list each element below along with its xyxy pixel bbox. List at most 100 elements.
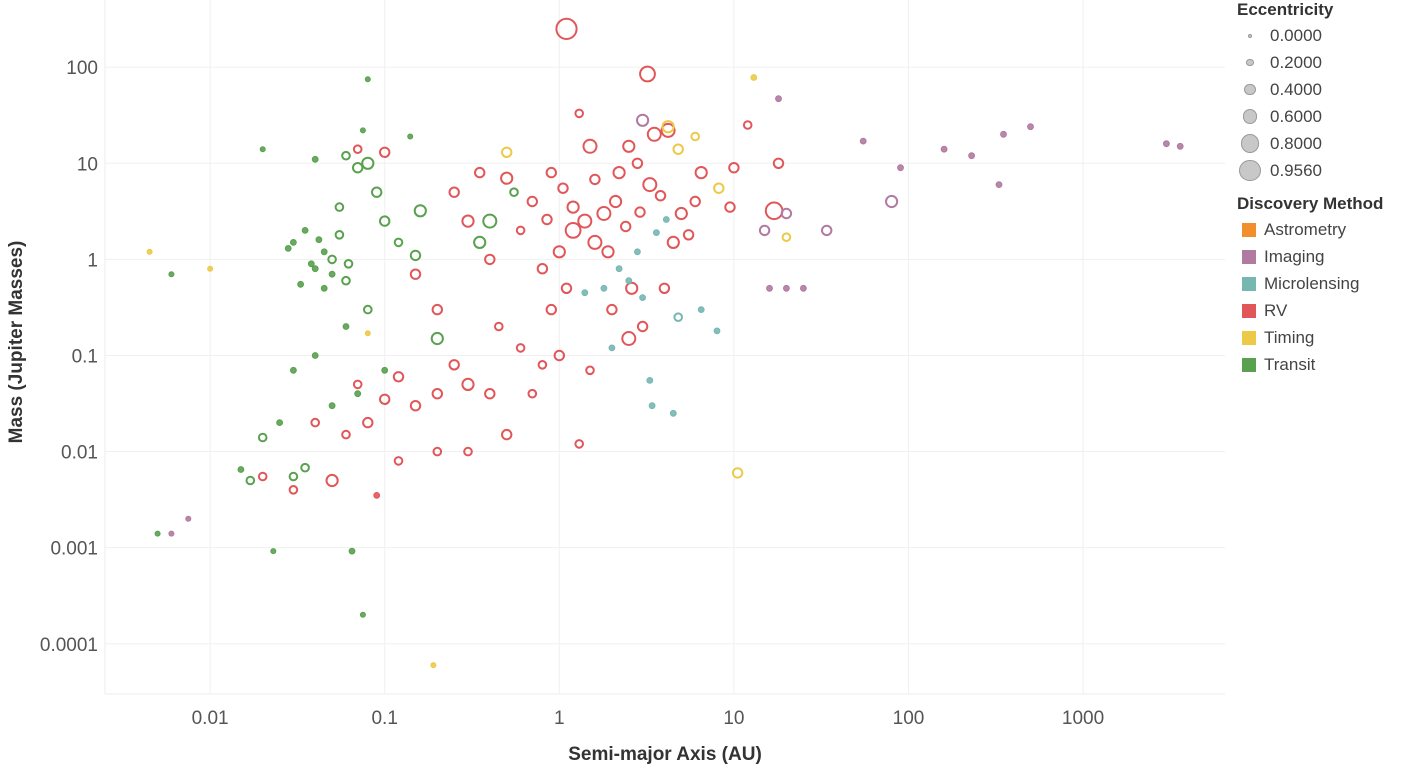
data-point <box>606 303 618 316</box>
data-point <box>620 220 632 233</box>
data-point <box>625 281 639 295</box>
data-point <box>742 120 753 130</box>
data-point <box>341 275 351 286</box>
data-point <box>245 475 256 486</box>
data-point <box>600 284 608 292</box>
data-point <box>654 190 667 202</box>
data-point <box>413 204 427 218</box>
data-point <box>371 186 383 198</box>
size-legend-marker <box>1242 109 1258 124</box>
data-point <box>713 327 721 335</box>
data-point <box>334 202 345 212</box>
y-tick-label: 0.001 <box>50 539 98 560</box>
data-point <box>320 248 328 256</box>
data-point <box>764 201 784 221</box>
data-point <box>577 213 593 229</box>
data-point <box>527 388 538 399</box>
color-legend-title: Discovery Method <box>1237 194 1384 213</box>
size-legend-title: Eccentricity <box>1237 0 1334 19</box>
data-point <box>352 162 364 174</box>
data-point <box>1176 142 1184 150</box>
color-legend-item-transit[interactable]: Transit <box>1230 351 1401 378</box>
data-point <box>639 294 646 302</box>
data-point <box>311 155 319 163</box>
data-point <box>689 195 701 208</box>
data-point <box>537 360 548 370</box>
data-point <box>800 284 807 292</box>
data-point <box>1163 140 1170 148</box>
size-legend-marker <box>1248 33 1252 38</box>
data-point <box>574 439 585 449</box>
color-legend-item-microlensing[interactable]: Microlensing <box>1230 270 1401 297</box>
data-point <box>724 201 736 213</box>
data-point <box>634 248 641 256</box>
size-legend-label: 0.4000 <box>1270 79 1322 99</box>
data-point <box>482 213 498 229</box>
y-tick-label: 0.01 <box>61 443 98 464</box>
data-point <box>448 186 460 198</box>
data-point <box>288 485 299 495</box>
data-point <box>634 206 646 218</box>
data-point <box>501 146 513 159</box>
y-tick-label: 1 <box>87 250 98 271</box>
data-point <box>363 304 373 315</box>
data-point <box>587 234 603 250</box>
data-point <box>393 237 404 248</box>
data-point <box>622 139 636 153</box>
data-point <box>379 393 391 405</box>
data-point <box>775 95 782 103</box>
color-legend-item-imaging[interactable]: Imaging <box>1230 243 1401 270</box>
data-point <box>821 224 833 237</box>
data-point <box>301 227 309 234</box>
data-point <box>660 122 676 138</box>
y-tick-label: 0.1 <box>72 346 98 367</box>
color-legend-swatch <box>1242 303 1256 318</box>
data-point <box>364 76 371 83</box>
data-point <box>473 235 487 249</box>
data-point <box>1027 123 1034 131</box>
data-point <box>545 166 557 179</box>
data-point <box>342 323 350 330</box>
color-legend-swatch <box>1242 276 1256 291</box>
data-point <box>328 402 336 410</box>
color-legend-item-rv[interactable]: RV <box>1230 297 1401 324</box>
data-point <box>307 260 315 268</box>
data-point <box>968 152 975 160</box>
x-tick-label: 0.01 <box>192 708 229 729</box>
scatter-chart: 0.01 0.1 1 10 100 1000 0.0001 0.001 0.01 0.1 1 10 1… <box>6 0 1225 765</box>
data-point <box>666 235 680 249</box>
size-legend-label: 0.8000 <box>1270 133 1322 153</box>
data-point <box>596 206 612 221</box>
data-point <box>694 166 708 180</box>
data-point <box>646 126 662 142</box>
data-point <box>461 214 475 228</box>
x-tick-label: 0.1 <box>371 708 397 729</box>
data-point <box>270 548 277 555</box>
data-point <box>500 171 514 185</box>
data-point <box>612 166 626 180</box>
data-point <box>642 177 658 193</box>
data-point <box>341 429 351 440</box>
data-point <box>320 284 328 292</box>
data-point <box>515 343 526 353</box>
size-legend-marker <box>1246 58 1254 67</box>
color-legend-item-astrometry[interactable]: Astrometry <box>1230 216 1401 243</box>
data-point <box>750 74 758 81</box>
data-point <box>781 232 792 242</box>
data-point <box>731 467 744 479</box>
data-point <box>474 166 486 179</box>
color-legend-item-timing[interactable]: Timing <box>1230 324 1401 351</box>
size-legend-label: 0.0000 <box>1270 25 1322 45</box>
size-legend-item: 0.8000 <box>1230 130 1401 157</box>
data-point <box>541 213 553 226</box>
size-legend-label: 0.2000 <box>1270 52 1322 72</box>
data-point <box>673 312 684 323</box>
data-point <box>526 195 538 208</box>
data-point <box>373 492 381 499</box>
data-point <box>661 120 675 134</box>
data-point <box>432 446 443 457</box>
series-transit <box>154 76 519 618</box>
data-point <box>284 245 292 252</box>
color-legend-label: Astrometry <box>1264 219 1347 239</box>
data-point <box>766 284 773 292</box>
